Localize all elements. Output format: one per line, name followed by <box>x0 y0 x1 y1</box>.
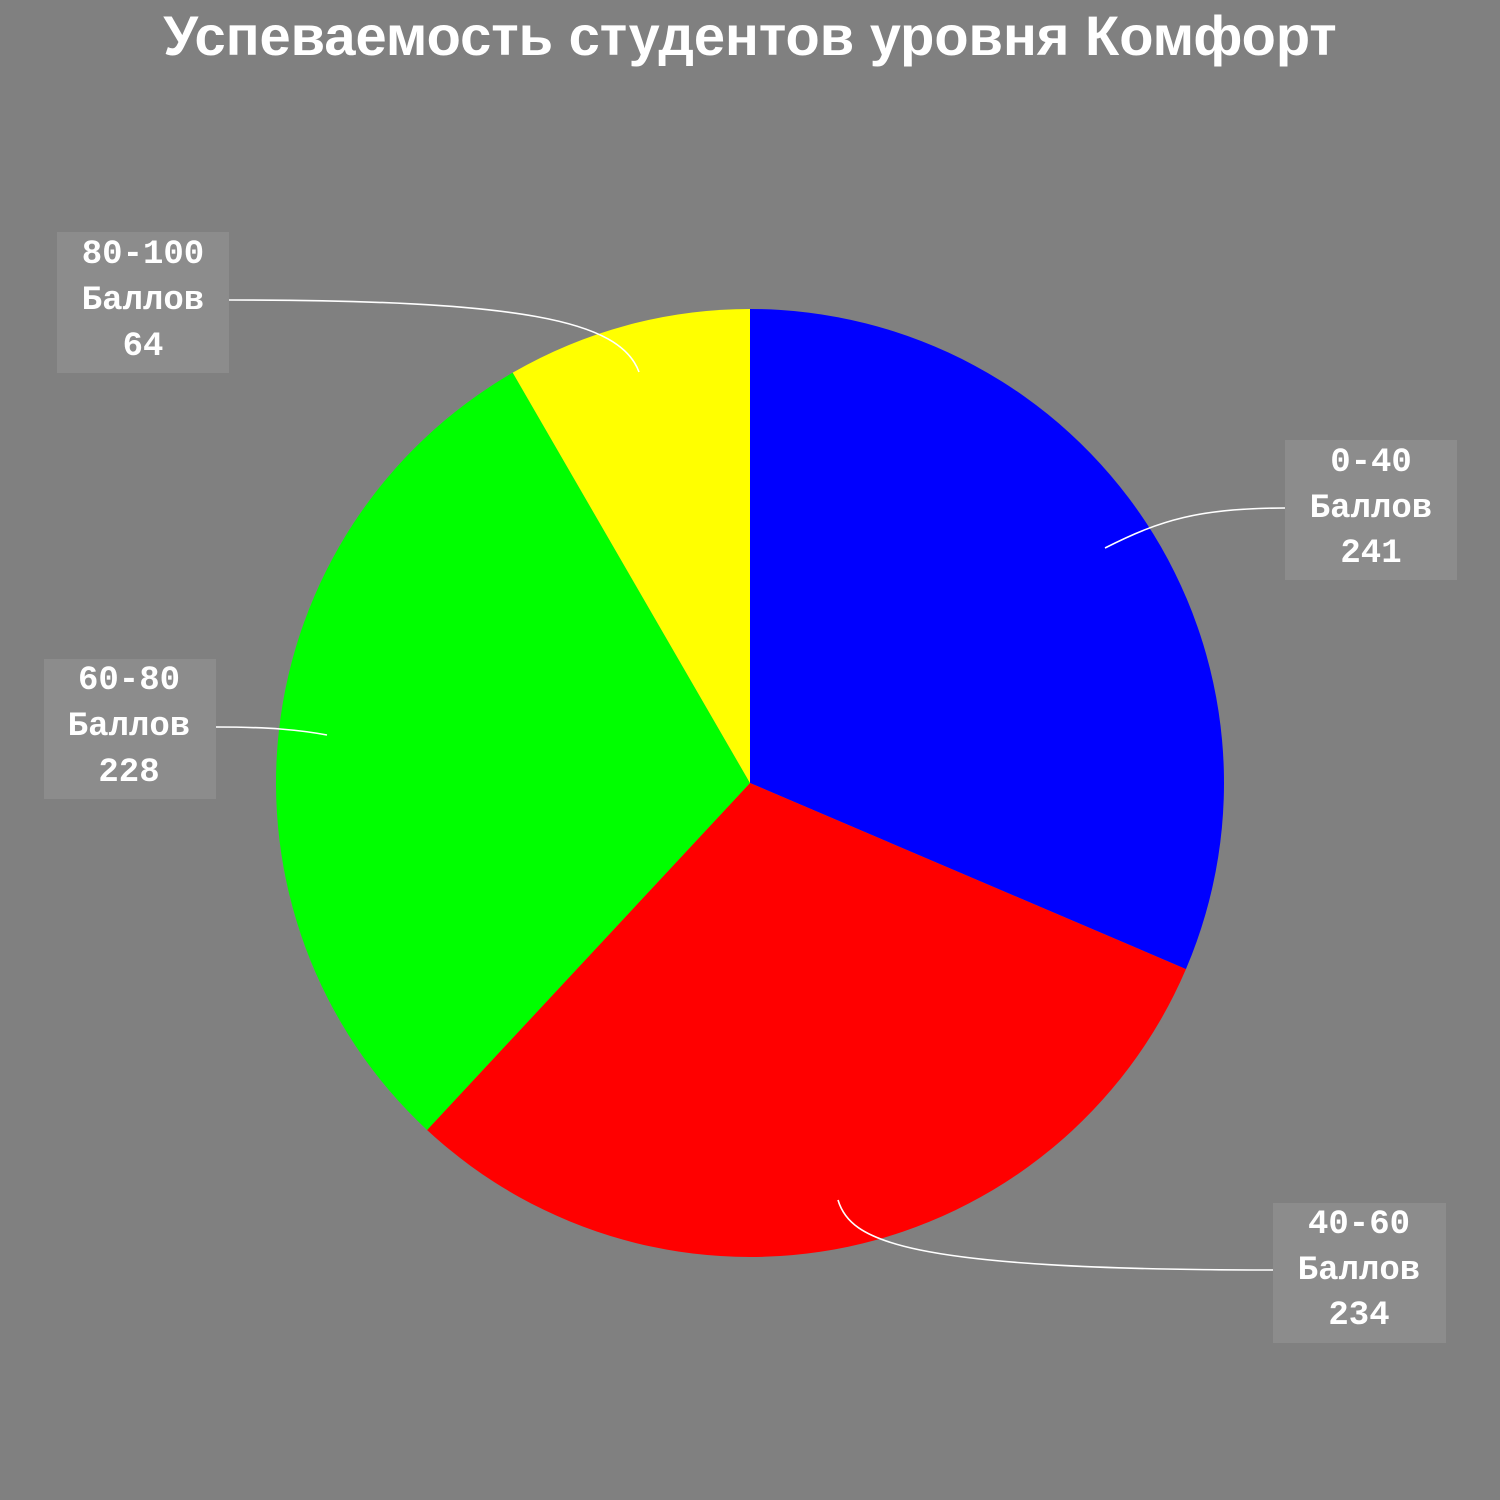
leader-line <box>228 299 640 373</box>
pie-slice-80-100 <box>512 309 750 783</box>
label-unit: Баллов <box>1298 1252 1420 1290</box>
slice-labels: 0-40 Баллов 241 40-60 Баллов 234 60-80 Баллов 22… <box>44 232 1457 1343</box>
chart-title: Успеваемость студентов уровня Комфорт <box>163 4 1337 67</box>
label-value: 228 <box>98 754 159 792</box>
leader-line <box>1104 507 1286 549</box>
label-box <box>1273 1203 1446 1343</box>
label-box <box>57 232 229 373</box>
label-value: 241 <box>1340 535 1401 573</box>
label-unit: Баллов <box>68 708 190 746</box>
pie-slice-60-80 <box>276 372 750 1130</box>
slice-label-60-80: 60-80 Баллов 228 <box>44 659 328 799</box>
label-unit: Баллов <box>82 282 204 320</box>
slice-label-0-40: 0-40 Баллов 241 <box>1104 440 1457 580</box>
label-range: 80-100 <box>82 236 204 274</box>
label-value: 234 <box>1328 1297 1389 1335</box>
pie-slices <box>276 309 1224 1257</box>
slice-label-80-100: 80-100 Баллов 64 <box>57 232 640 373</box>
slice-label-40-60: 40-60 Баллов 234 <box>837 1199 1446 1343</box>
leader-line <box>215 726 328 736</box>
label-range: 0-40 <box>1330 444 1412 482</box>
label-range: 40-60 <box>1308 1206 1410 1244</box>
label-box <box>44 659 216 799</box>
label-range: 60-80 <box>78 662 180 700</box>
leader-line <box>837 1199 1274 1271</box>
label-value: 64 <box>123 328 164 366</box>
label-box <box>1285 440 1457 580</box>
pie-slice-0-40 <box>750 309 1224 970</box>
label-unit: Баллов <box>1310 490 1432 528</box>
pie-slice-40-60 <box>427 783 1186 1257</box>
